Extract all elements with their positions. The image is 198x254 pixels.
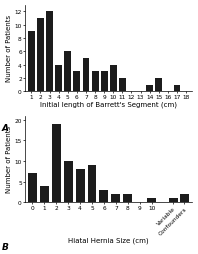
Bar	[111, 194, 120, 202]
Bar	[40, 186, 49, 202]
Bar	[28, 174, 37, 202]
Bar	[55, 65, 62, 92]
Y-axis label: Number of Patients: Number of Patients	[6, 126, 11, 193]
Bar	[52, 124, 61, 202]
Bar	[37, 19, 44, 92]
X-axis label: Initial length of Barrett's Segment (cm): Initial length of Barrett's Segment (cm)	[40, 101, 177, 108]
Bar	[147, 198, 156, 202]
Bar	[174, 85, 180, 92]
Bar	[64, 52, 71, 92]
Bar	[46, 12, 53, 92]
Y-axis label: Number of Patients: Number of Patients	[6, 15, 12, 82]
Bar	[64, 161, 72, 202]
Text: A: A	[2, 123, 9, 132]
Bar	[123, 194, 132, 202]
Bar	[180, 194, 188, 202]
Bar	[119, 78, 126, 92]
X-axis label: Hiatal Hernia Size (cm): Hiatal Hernia Size (cm)	[69, 237, 149, 243]
Bar	[88, 165, 96, 202]
Bar	[146, 85, 153, 92]
Bar	[110, 65, 117, 92]
Bar	[28, 32, 35, 92]
Bar	[169, 198, 178, 202]
Bar	[155, 78, 162, 92]
Bar	[99, 190, 109, 202]
Bar	[92, 72, 98, 92]
Text: B: B	[2, 243, 9, 251]
Bar	[83, 59, 89, 92]
Bar	[73, 72, 80, 92]
Bar	[101, 72, 108, 92]
Bar	[76, 169, 85, 202]
